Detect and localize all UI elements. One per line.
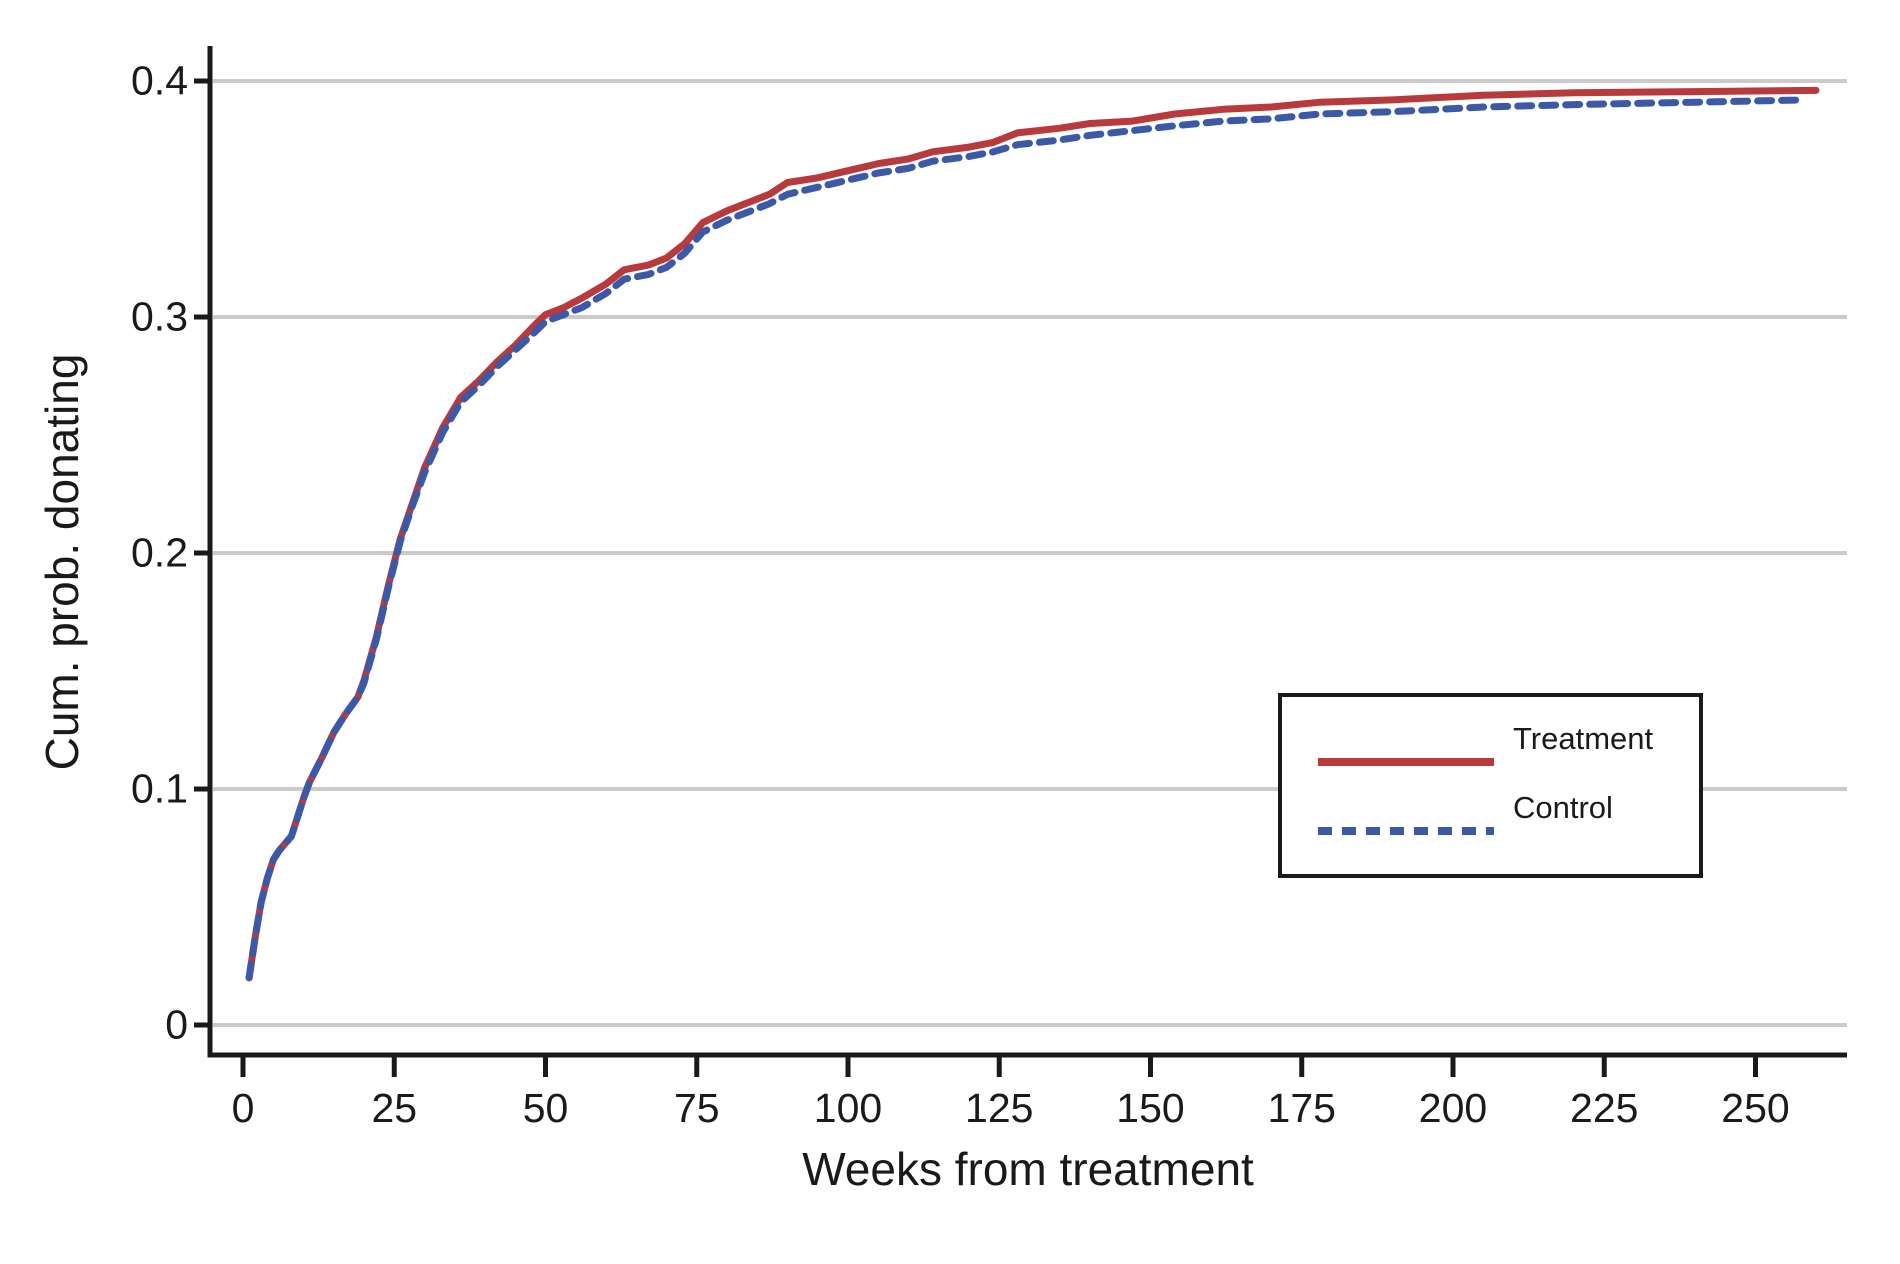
- x-axis-title: Weeks from treatment: [802, 1143, 1254, 1195]
- control-line: [245, 96, 1808, 982]
- x-tick-label: 200: [1418, 1085, 1488, 1131]
- legend: Treatment Control: [1278, 693, 1703, 878]
- x-tick-label: 175: [1267, 1085, 1336, 1131]
- x-tick-label: 0: [231, 1085, 255, 1131]
- y-tick-label: 0.3: [131, 293, 188, 340]
- x-tick-label: 125: [965, 1085, 1034, 1131]
- series-group: [245, 86, 1820, 982]
- x-tick-label: 75: [673, 1085, 720, 1131]
- x-tick-label: 250: [1721, 1085, 1790, 1131]
- x-tick-label: 25: [371, 1085, 418, 1131]
- legend-label-control: Control: [1513, 790, 1613, 825]
- legend-label-treatment: Treatment: [1513, 721, 1654, 756]
- y-tick-label: 0.1: [131, 765, 188, 812]
- y-tick-label: 0.4: [131, 57, 188, 104]
- gridlines-group: [213, 79, 1847, 1027]
- y-tick-label: 0: [165, 1001, 188, 1048]
- x-tick-label: 100: [813, 1085, 883, 1131]
- x-tick-label: 150: [1116, 1085, 1185, 1131]
- x-tick-label: 225: [1570, 1085, 1639, 1131]
- axes-group: [194, 46, 1847, 1077]
- y-tick-label: 0.2: [131, 529, 188, 576]
- y-axis-title: Cum. prob. donating: [36, 353, 88, 771]
- x-tick-label: 50: [522, 1085, 569, 1131]
